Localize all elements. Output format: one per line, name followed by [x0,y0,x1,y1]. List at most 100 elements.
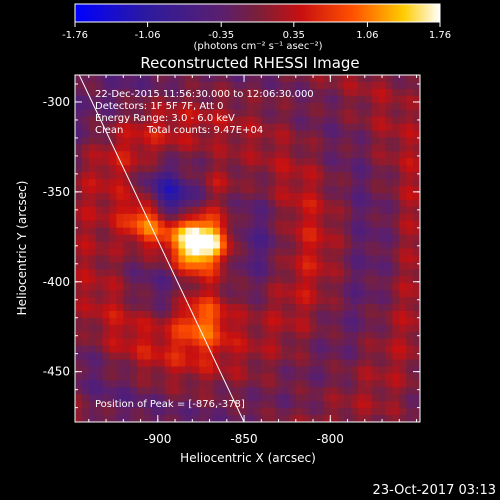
heatmap-cell [178,123,186,131]
heatmap-cell [302,165,310,173]
heatmap-cell [254,241,262,249]
heatmap-cell [268,116,276,124]
heatmap-cell [351,338,359,347]
heatmap-cell [109,137,117,145]
heatmap-cell [116,359,124,367]
heatmap-cell [157,276,166,284]
heatmap-cell [75,394,83,402]
heatmap-cell [109,255,117,263]
heatmap-cell [88,102,97,111]
render-date: 23-Oct-2017 03:13 [373,483,496,498]
heatmap-cell [330,213,338,222]
heatmap-cell [268,394,276,402]
heatmap-cell [109,415,117,422]
heatmap-cell [226,220,235,229]
heatmap-cell [385,317,393,326]
heatmap-cell [406,373,414,381]
heatmap-cell [399,220,407,229]
heatmap-cell [171,123,179,131]
heatmap-cell [109,241,117,249]
heatmap-cell [261,338,269,347]
heatmap-cell [213,366,221,374]
heatmap-cell [371,95,379,104]
heatmap-cell [378,95,386,104]
heatmap-cell [413,75,420,83]
heatmap-cell [330,366,338,374]
heatmap-cell [178,241,186,249]
heatmap-cell [309,366,317,374]
heatmap-cell [75,387,83,395]
heatmap-cell [88,192,97,201]
heatmap-cell [123,109,131,118]
heatmap-cell [254,227,262,236]
heatmap-cell [268,255,276,263]
heatmap-cell [351,415,359,422]
heatmap-cell [351,172,359,180]
heatmap-cell [75,227,83,236]
heatmap-cell [413,234,420,242]
heatmap-cell [357,283,366,291]
heatmap-cell [337,206,345,215]
heatmap-cell [254,366,262,374]
heatmap-cell [109,88,117,97]
heatmap-cell [364,95,373,104]
heatmap-cell [178,331,186,340]
heatmap-cell [185,75,193,83]
heatmap-cell [213,248,221,256]
heatmap-cell [357,172,366,180]
heatmap-cell [81,408,90,416]
heatmap-cell [275,213,283,222]
heatmap-cell [157,310,166,319]
heatmap-cell [130,359,138,367]
heatmap-cell [344,158,352,166]
heatmap-cell [302,192,310,201]
y-tick-label: -400 [43,275,70,289]
heatmap-cell [302,81,310,90]
heatmap-cell [364,345,373,353]
heatmap-cell [137,324,145,333]
heatmap-cell [144,352,152,360]
heatmap-cell [95,373,103,381]
heatmap-cell [413,248,420,256]
heatmap-cell [226,186,235,194]
heatmap-cell [288,352,297,360]
heatmap-cell [357,359,366,367]
heatmap-cell [254,262,262,270]
heatmap-cell [192,310,200,319]
heatmap-cell [81,88,90,97]
heatmap-cell [357,102,366,111]
heatmap-cell [344,102,352,111]
heatmap-cell [357,116,366,124]
heatmap-cell [102,130,110,138]
heatmap-cell [282,199,290,208]
heatmap-cell [413,345,420,353]
heatmap-cell [282,255,290,263]
heatmap-cell [282,373,290,381]
heatmap-cell [385,415,393,422]
heatmap-cell [185,95,193,104]
heatmap-cell [399,283,407,291]
heatmap-cell [178,213,186,222]
heatmap-cell [302,206,310,215]
heatmap-cell [219,186,228,194]
heatmap-cell [399,317,407,326]
heatmap-cell [316,144,324,152]
heatmap-cell [316,220,324,229]
heatmap-cell [213,297,221,305]
heatmap-cell [178,297,186,305]
heatmap-cell [219,144,228,152]
heatmap-cell [75,75,83,83]
heatmap-cell [268,88,276,97]
heatmap-cell [137,262,145,270]
heatmap-cell [88,297,97,305]
heatmap-cell [351,199,359,208]
heatmap-cell [75,304,83,312]
heatmap-cell [371,81,379,90]
heatmap-cell [309,380,317,388]
heatmap-cell [413,81,420,90]
heatmap-cell [254,248,262,256]
heatmap-cell [413,297,420,305]
heatmap-cell [206,394,214,402]
heatmap-cell [219,262,228,270]
heatmap-cell [219,95,228,104]
